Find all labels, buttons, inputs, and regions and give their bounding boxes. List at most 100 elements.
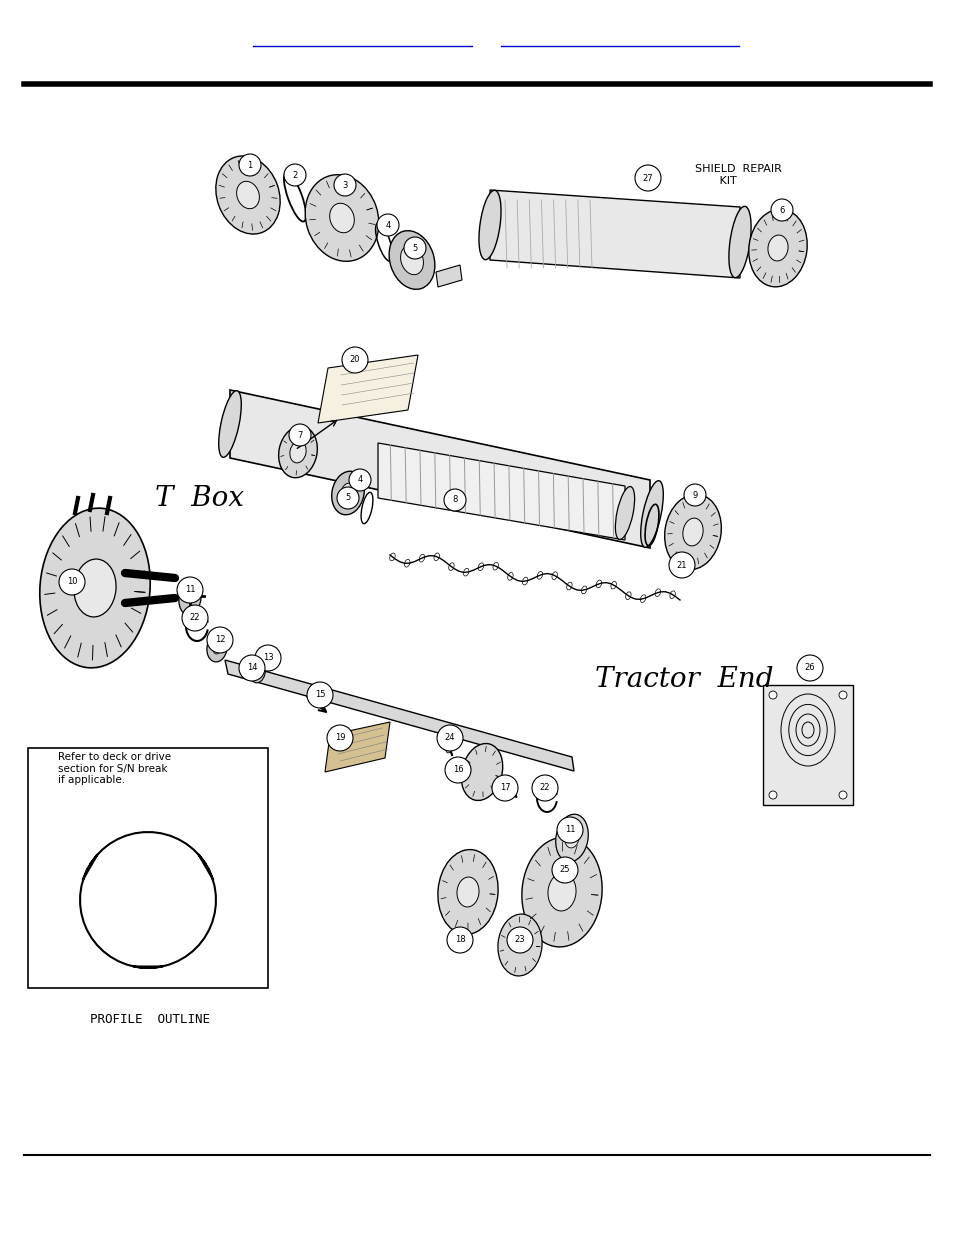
Text: 16: 16 — [453, 766, 463, 774]
Circle shape — [403, 237, 426, 259]
Text: 5: 5 — [345, 494, 351, 503]
Ellipse shape — [178, 582, 201, 615]
Circle shape — [207, 627, 233, 653]
Text: 13: 13 — [262, 653, 273, 662]
Circle shape — [444, 757, 471, 783]
Circle shape — [341, 347, 368, 373]
Ellipse shape — [445, 743, 452, 753]
Ellipse shape — [400, 246, 423, 274]
Circle shape — [177, 577, 203, 603]
Ellipse shape — [218, 390, 241, 457]
Polygon shape — [317, 354, 417, 424]
Text: 4: 4 — [357, 475, 362, 484]
Ellipse shape — [461, 743, 502, 800]
Circle shape — [532, 776, 558, 802]
Text: 11: 11 — [564, 825, 575, 835]
Ellipse shape — [521, 837, 601, 947]
Text: 18: 18 — [455, 935, 465, 945]
Circle shape — [349, 469, 371, 492]
Text: 2: 2 — [292, 170, 297, 179]
Text: 22: 22 — [539, 783, 550, 793]
Circle shape — [557, 818, 582, 844]
Ellipse shape — [437, 850, 497, 935]
Ellipse shape — [838, 790, 846, 799]
Bar — [28, 748, 268, 988]
Text: 1: 1 — [247, 161, 253, 169]
Circle shape — [436, 725, 462, 751]
Text: 8: 8 — [452, 495, 457, 505]
Ellipse shape — [215, 156, 280, 235]
Circle shape — [239, 655, 265, 680]
Ellipse shape — [290, 441, 306, 463]
Text: 4: 4 — [385, 221, 390, 230]
Ellipse shape — [640, 480, 662, 547]
Circle shape — [447, 927, 473, 953]
Circle shape — [796, 655, 822, 680]
Circle shape — [334, 174, 355, 196]
Circle shape — [59, 569, 85, 595]
Polygon shape — [225, 659, 574, 771]
Text: 9: 9 — [692, 490, 697, 499]
Ellipse shape — [236, 182, 259, 209]
Text: 22: 22 — [190, 614, 200, 622]
Text: 26: 26 — [803, 663, 815, 673]
Ellipse shape — [40, 508, 150, 668]
Text: 3: 3 — [342, 180, 347, 189]
Ellipse shape — [389, 231, 435, 289]
Ellipse shape — [768, 790, 776, 799]
Circle shape — [635, 165, 660, 191]
Ellipse shape — [251, 663, 265, 683]
Ellipse shape — [615, 487, 634, 540]
Polygon shape — [436, 266, 461, 287]
Polygon shape — [230, 390, 649, 548]
Text: 12: 12 — [214, 636, 225, 645]
Ellipse shape — [682, 519, 702, 546]
Ellipse shape — [332, 472, 364, 515]
Text: 24: 24 — [444, 734, 455, 742]
Text: 6: 6 — [779, 205, 784, 215]
Ellipse shape — [838, 692, 846, 699]
Text: 27: 27 — [642, 173, 653, 183]
Text: Tractor  End: Tractor End — [595, 667, 773, 694]
Bar — [762, 685, 852, 805]
Ellipse shape — [340, 483, 355, 503]
Circle shape — [239, 154, 261, 177]
Polygon shape — [325, 722, 390, 772]
Ellipse shape — [748, 209, 806, 287]
Text: PROFILE  OUTLINE: PROFILE OUTLINE — [90, 1014, 210, 1026]
Ellipse shape — [555, 814, 588, 862]
Text: 21: 21 — [676, 561, 686, 569]
Circle shape — [182, 605, 208, 631]
Circle shape — [284, 164, 306, 186]
Circle shape — [376, 214, 398, 236]
Text: 7: 7 — [297, 431, 302, 440]
Text: Refer to deck or drive
section for S/N break
if applicable.: Refer to deck or drive section for S/N b… — [58, 752, 171, 785]
Ellipse shape — [768, 692, 776, 699]
Ellipse shape — [330, 204, 354, 232]
Ellipse shape — [547, 873, 576, 911]
Ellipse shape — [564, 829, 578, 848]
Text: 11: 11 — [185, 585, 195, 594]
Circle shape — [336, 487, 358, 509]
Circle shape — [289, 424, 311, 446]
Text: 19: 19 — [335, 734, 345, 742]
Ellipse shape — [478, 190, 500, 259]
Ellipse shape — [73, 559, 116, 618]
Circle shape — [254, 645, 281, 671]
Circle shape — [668, 552, 695, 578]
Ellipse shape — [213, 642, 221, 655]
Circle shape — [443, 489, 465, 511]
Circle shape — [683, 484, 705, 506]
Text: 17: 17 — [499, 783, 510, 793]
Text: T  Box: T Box — [154, 484, 244, 511]
Circle shape — [307, 682, 333, 708]
Text: 23: 23 — [515, 935, 525, 945]
Ellipse shape — [497, 914, 541, 976]
Text: 20: 20 — [350, 356, 360, 364]
Text: 25: 25 — [559, 866, 570, 874]
Circle shape — [327, 725, 353, 751]
Circle shape — [552, 857, 578, 883]
Ellipse shape — [728, 206, 750, 278]
Ellipse shape — [207, 634, 227, 662]
Polygon shape — [377, 443, 624, 540]
